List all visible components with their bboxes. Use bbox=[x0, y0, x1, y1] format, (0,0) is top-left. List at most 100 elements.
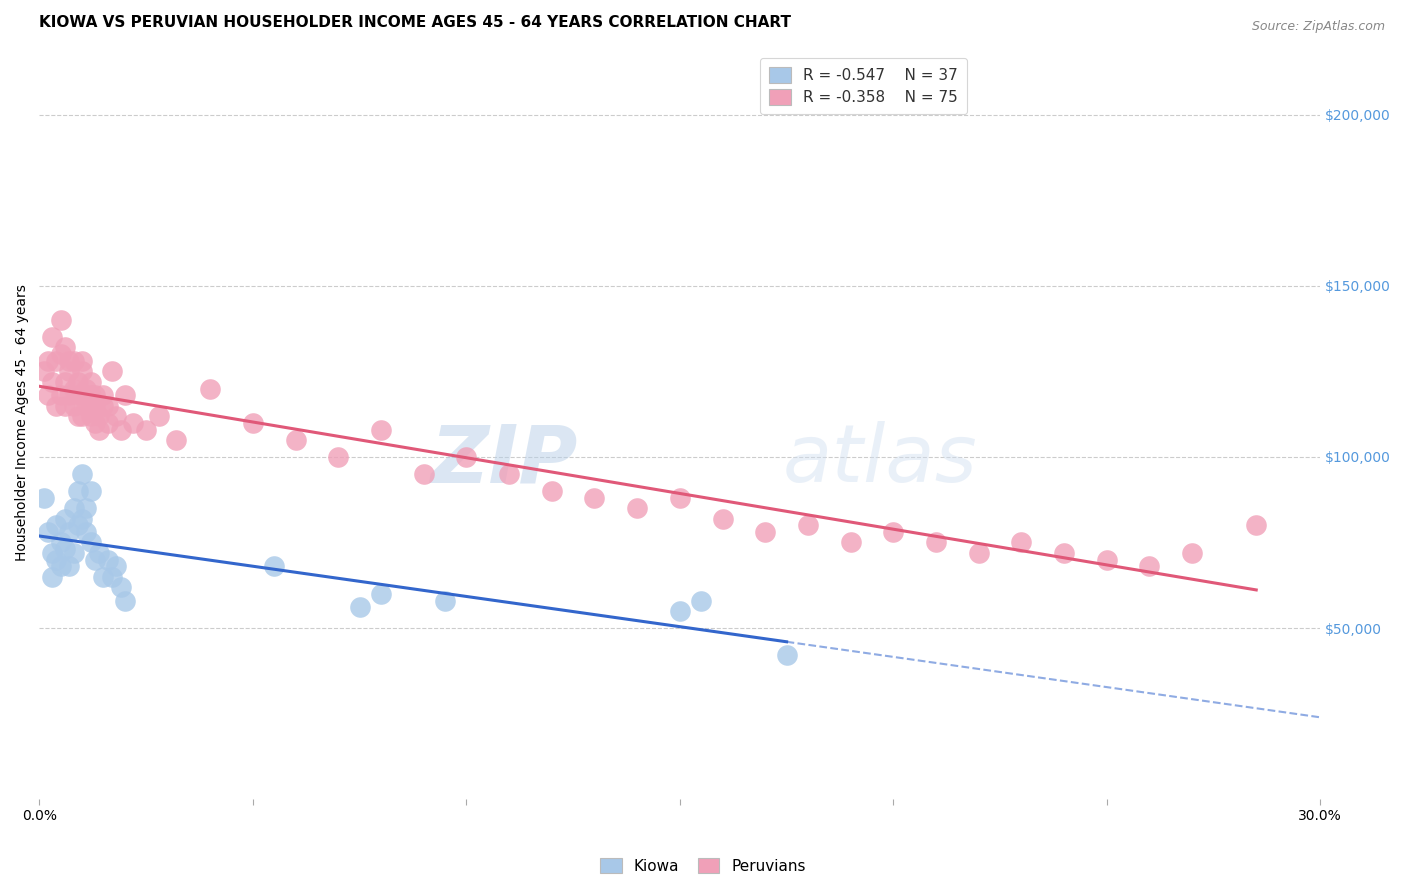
Point bbox=[84, 388, 107, 402]
Point bbox=[967, 546, 990, 560]
Point bbox=[1139, 559, 1161, 574]
Point bbox=[284, 433, 307, 447]
Point bbox=[690, 593, 713, 607]
Text: KIOWA VS PERUVIAN HOUSEHOLDER INCOME AGES 45 - 64 YEARS CORRELATION CHART: KIOWA VS PERUVIAN HOUSEHOLDER INCOME AGE… bbox=[39, 15, 792, 30]
Legend: Kiowa, Peruvians: Kiowa, Peruvians bbox=[595, 852, 811, 880]
Point bbox=[75, 501, 97, 516]
Point bbox=[66, 409, 89, 423]
Point bbox=[49, 347, 72, 361]
Point bbox=[53, 511, 76, 525]
Point bbox=[70, 388, 93, 402]
Point bbox=[37, 388, 59, 402]
Point bbox=[75, 382, 97, 396]
Point bbox=[70, 467, 93, 481]
Point bbox=[456, 450, 478, 464]
Point bbox=[49, 388, 72, 402]
Point bbox=[37, 354, 59, 368]
Point bbox=[75, 399, 97, 413]
Point bbox=[135, 423, 157, 437]
Point bbox=[84, 416, 107, 430]
Point bbox=[70, 354, 93, 368]
Point bbox=[89, 546, 111, 560]
Point bbox=[66, 388, 89, 402]
Point bbox=[370, 423, 392, 437]
Point bbox=[434, 593, 457, 607]
Point bbox=[45, 552, 67, 566]
Point bbox=[66, 375, 89, 389]
Point bbox=[53, 341, 76, 355]
Point bbox=[540, 484, 562, 499]
Point bbox=[45, 518, 67, 533]
Point bbox=[583, 491, 606, 505]
Point bbox=[41, 330, 63, 344]
Point bbox=[32, 364, 55, 378]
Point bbox=[669, 604, 692, 618]
Point bbox=[41, 546, 63, 560]
Point bbox=[925, 535, 948, 549]
Point bbox=[58, 525, 80, 540]
Point bbox=[49, 559, 72, 574]
Point bbox=[97, 552, 120, 566]
Point bbox=[105, 559, 128, 574]
Point bbox=[58, 354, 80, 368]
Point bbox=[263, 559, 285, 574]
Point bbox=[79, 535, 101, 549]
Point bbox=[93, 388, 115, 402]
Point bbox=[70, 364, 93, 378]
Point bbox=[53, 375, 76, 389]
Point bbox=[122, 416, 145, 430]
Point bbox=[89, 409, 111, 423]
Point bbox=[1095, 552, 1118, 566]
Text: ZIP: ZIP bbox=[430, 421, 578, 500]
Point bbox=[328, 450, 350, 464]
Point bbox=[669, 491, 692, 505]
Point bbox=[93, 570, 115, 584]
Y-axis label: Householder Income Ages 45 - 64 years: Householder Income Ages 45 - 64 years bbox=[15, 285, 30, 561]
Point bbox=[1244, 518, 1267, 533]
Point bbox=[53, 399, 76, 413]
Point bbox=[797, 518, 820, 533]
Point bbox=[1181, 546, 1204, 560]
Point bbox=[1053, 546, 1076, 560]
Point bbox=[97, 416, 120, 430]
Point bbox=[93, 399, 115, 413]
Point bbox=[165, 433, 187, 447]
Point bbox=[79, 409, 101, 423]
Point bbox=[114, 593, 136, 607]
Point bbox=[775, 648, 797, 663]
Point bbox=[882, 525, 904, 540]
Point bbox=[754, 525, 776, 540]
Point bbox=[711, 511, 734, 525]
Point bbox=[498, 467, 520, 481]
Point bbox=[66, 518, 89, 533]
Point bbox=[45, 399, 67, 413]
Point bbox=[626, 501, 648, 516]
Point bbox=[79, 484, 101, 499]
Point bbox=[839, 535, 862, 549]
Point bbox=[70, 409, 93, 423]
Point bbox=[242, 416, 264, 430]
Point bbox=[66, 484, 89, 499]
Point bbox=[84, 399, 107, 413]
Point bbox=[41, 570, 63, 584]
Point bbox=[110, 423, 132, 437]
Point bbox=[79, 375, 101, 389]
Point bbox=[148, 409, 170, 423]
Point bbox=[105, 409, 128, 423]
Point bbox=[1010, 535, 1032, 549]
Point bbox=[62, 354, 84, 368]
Point bbox=[58, 559, 80, 574]
Point bbox=[79, 388, 101, 402]
Point bbox=[62, 382, 84, 396]
Point bbox=[75, 388, 97, 402]
Point bbox=[58, 388, 80, 402]
Point bbox=[114, 388, 136, 402]
Point bbox=[75, 525, 97, 540]
Point bbox=[84, 552, 107, 566]
Point bbox=[349, 600, 371, 615]
Point bbox=[101, 570, 124, 584]
Point bbox=[58, 364, 80, 378]
Point bbox=[89, 423, 111, 437]
Point bbox=[79, 399, 101, 413]
Point bbox=[37, 525, 59, 540]
